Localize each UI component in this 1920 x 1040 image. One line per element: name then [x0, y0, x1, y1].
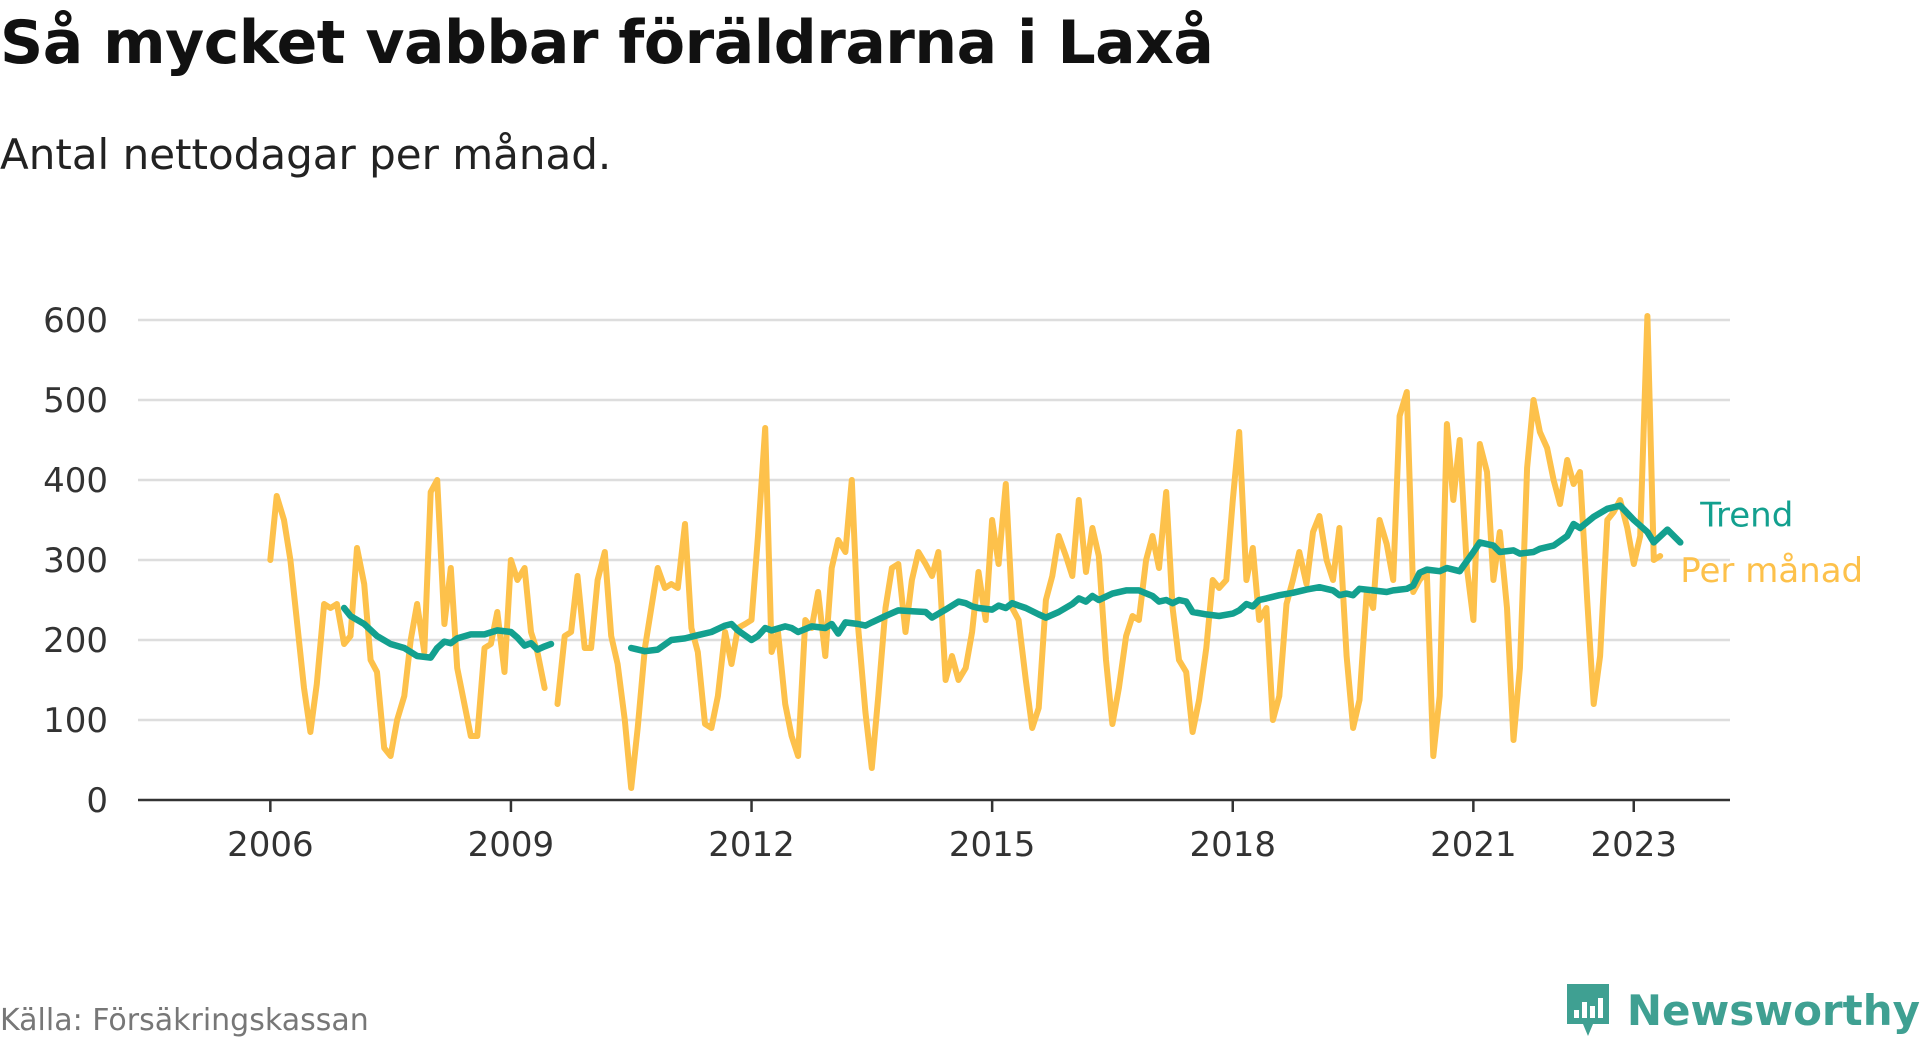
x-tick-label: 2012	[708, 825, 795, 865]
y-tick-label: 500	[43, 381, 108, 421]
x-tick-label: 2023	[1590, 825, 1677, 865]
brand-name: Newsworthy	[1626, 985, 1920, 1035]
chart-title: Så mycket vabbar föräldrarna i Laxå	[0, 8, 1214, 78]
y-tick-label: 200	[43, 621, 108, 661]
y-tick-label: 300	[43, 541, 108, 581]
series-label-trend: Trend	[1699, 495, 1793, 535]
y-tick-label: 400	[43, 461, 108, 501]
brand-logo[interactable]: Newsworthy	[1563, 980, 1920, 1040]
chart-subtitle: Antal nettodagar per månad.	[0, 130, 612, 179]
x-tick-label: 2021	[1430, 825, 1517, 865]
y-tick-label: 600	[43, 301, 108, 341]
y-tick-label: 0	[86, 781, 108, 821]
series-line-trend	[340, 502, 1684, 661]
source-text: Källa: Försäkringskassan	[0, 1003, 369, 1038]
x-tick-label: 2018	[1189, 825, 1276, 865]
x-tick-label: 2015	[949, 825, 1036, 865]
newsworthy-logo-icon	[1566, 984, 1609, 1036]
y-tick-label: 100	[43, 701, 108, 741]
series-label-per-m-nad: Per månad	[1680, 551, 1863, 591]
x-tick-label: 2009	[468, 825, 555, 865]
x-tick-label: 2006	[227, 825, 314, 865]
series-line-per-m-nad	[267, 313, 1664, 791]
